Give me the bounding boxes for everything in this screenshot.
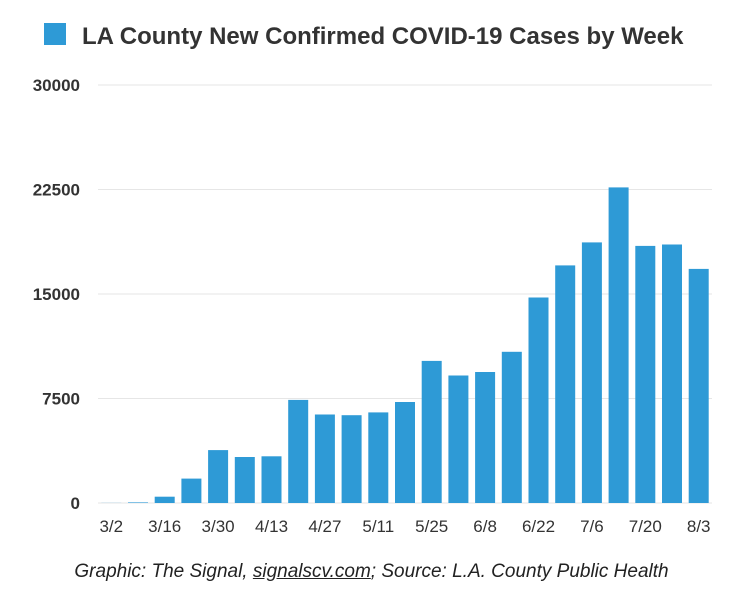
y-tick-label: 0 xyxy=(71,494,80,513)
x-tick-label: 3/16 xyxy=(148,517,181,536)
bar-5-25 xyxy=(421,360,442,503)
x-tick-label: 8/3 xyxy=(687,517,711,536)
bar-4-20 xyxy=(288,399,309,503)
bar-3-9 xyxy=(128,502,148,503)
y-tick-label: 30000 xyxy=(33,76,80,95)
y-axis-ticks: 0 7500 15000 22500 30000 xyxy=(33,76,80,513)
bar-5-18 xyxy=(395,402,415,503)
x-tick-label: 6/22 xyxy=(522,517,555,536)
chart-legend: LA County New Confirmed COVID-19 Cases b… xyxy=(44,23,684,50)
bar-3-23 xyxy=(181,478,202,503)
bar-6-22 xyxy=(528,297,549,503)
y-tick-label: 22500 xyxy=(33,181,80,200)
bar-6-1 xyxy=(448,375,469,503)
bar-7-27 xyxy=(662,244,682,503)
bar-6-15 xyxy=(501,351,522,503)
source-caption: Graphic: The Signal, signalscv.com; Sour… xyxy=(0,561,743,583)
y-tick-label: 15000 xyxy=(33,285,80,304)
x-tick-label: 6/8 xyxy=(473,517,497,536)
caption-prefix: Graphic: The Signal, xyxy=(74,561,253,582)
bar-7-6 xyxy=(581,242,602,503)
x-tick-label: 5/11 xyxy=(362,517,394,536)
x-tick-label: 4/27 xyxy=(308,517,341,536)
bar-4-13 xyxy=(261,456,282,503)
x-tick-label: 3/2 xyxy=(99,517,123,536)
bar-4-27 xyxy=(314,414,335,503)
legend-swatch xyxy=(44,23,66,45)
signal-link[interactable]: signalscv.com xyxy=(252,561,371,582)
x-tick-label: 7/20 xyxy=(629,517,662,536)
bar-7-13 xyxy=(608,187,629,503)
x-tick-label: 7/6 xyxy=(580,517,604,536)
bar-3-30 xyxy=(208,450,229,503)
bar-8-3 xyxy=(688,268,709,503)
bar-6-8 xyxy=(475,372,496,503)
x-axis-ticks: 3/2 3/16 3/30 4/13 4/27 5/11 5/25 6/8 6/22 7/6 7/2… xyxy=(99,517,710,536)
x-tick-label: 3/30 xyxy=(202,517,235,536)
caption-suffix: ; Source: L.A. County Public Health xyxy=(370,561,669,582)
bar-6-29 xyxy=(555,265,576,503)
bar-3-16 xyxy=(154,496,175,503)
bars xyxy=(101,187,709,503)
bar-4-6 xyxy=(234,457,255,503)
x-tick-label: 5/25 xyxy=(415,517,448,536)
bar-5-4 xyxy=(341,415,362,503)
bar-5-11 xyxy=(368,412,389,503)
legend-label: LA County New Confirmed COVID-19 Cases b… xyxy=(82,23,684,50)
bar-7-20 xyxy=(635,245,656,503)
y-tick-label: 7500 xyxy=(42,390,80,409)
x-tick-label: 4/13 xyxy=(255,517,288,536)
